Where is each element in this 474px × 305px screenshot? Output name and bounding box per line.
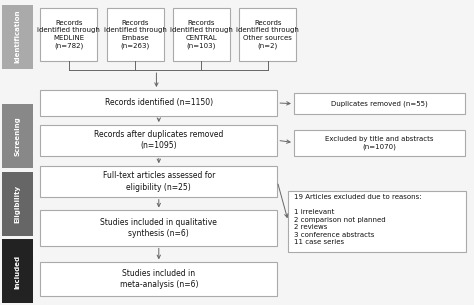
Text: Records
identified through
Embase
(n=263): Records identified through Embase (n=263… [104, 20, 166, 49]
FancyBboxPatch shape [173, 8, 230, 61]
FancyBboxPatch shape [294, 93, 465, 114]
Text: Records
identified through
CENTRAL
(n=103): Records identified through CENTRAL (n=10… [170, 20, 233, 49]
Text: 19 Articles excluded due to reasons:

1 irrelevant
2 comparison not planned
2 re: 19 Articles excluded due to reasons: 1 i… [294, 194, 421, 245]
Text: Excluded by title and abstracts
(n=1070): Excluded by title and abstracts (n=1070) [325, 136, 433, 149]
Text: Eligibility: Eligibility [15, 185, 21, 223]
Text: Records identified (n=1150): Records identified (n=1150) [105, 99, 213, 107]
Text: Screening: Screening [15, 116, 21, 156]
FancyBboxPatch shape [40, 90, 277, 116]
FancyBboxPatch shape [40, 262, 277, 296]
Text: Identification: Identification [15, 10, 21, 63]
Text: Full-text articles assessed for
eligibility (n=25): Full-text articles assessed for eligibil… [102, 171, 215, 192]
Text: Included: Included [15, 254, 21, 289]
Text: Records
identified through
MEDLINE
(n=782): Records identified through MEDLINE (n=78… [37, 20, 100, 49]
Text: Studies included in qualitative
synthesis (n=6): Studies included in qualitative synthesi… [100, 218, 217, 238]
FancyBboxPatch shape [40, 125, 277, 156]
FancyBboxPatch shape [2, 239, 33, 303]
FancyBboxPatch shape [239, 8, 296, 61]
FancyBboxPatch shape [288, 191, 466, 252]
FancyBboxPatch shape [294, 130, 465, 156]
FancyBboxPatch shape [107, 8, 164, 61]
Text: Records
identified through
Other sources
(n=2): Records identified through Other sources… [237, 20, 299, 49]
FancyBboxPatch shape [40, 210, 277, 246]
FancyBboxPatch shape [40, 8, 97, 61]
Text: Studies included in
meta-analysis (n=6): Studies included in meta-analysis (n=6) [119, 269, 198, 289]
FancyBboxPatch shape [2, 172, 33, 236]
FancyBboxPatch shape [40, 166, 277, 197]
Text: Records after duplicates removed
(n=1095): Records after duplicates removed (n=1095… [94, 130, 223, 150]
FancyBboxPatch shape [2, 5, 33, 69]
FancyBboxPatch shape [2, 104, 33, 168]
Text: Duplicates removed (n=55): Duplicates removed (n=55) [331, 100, 428, 107]
